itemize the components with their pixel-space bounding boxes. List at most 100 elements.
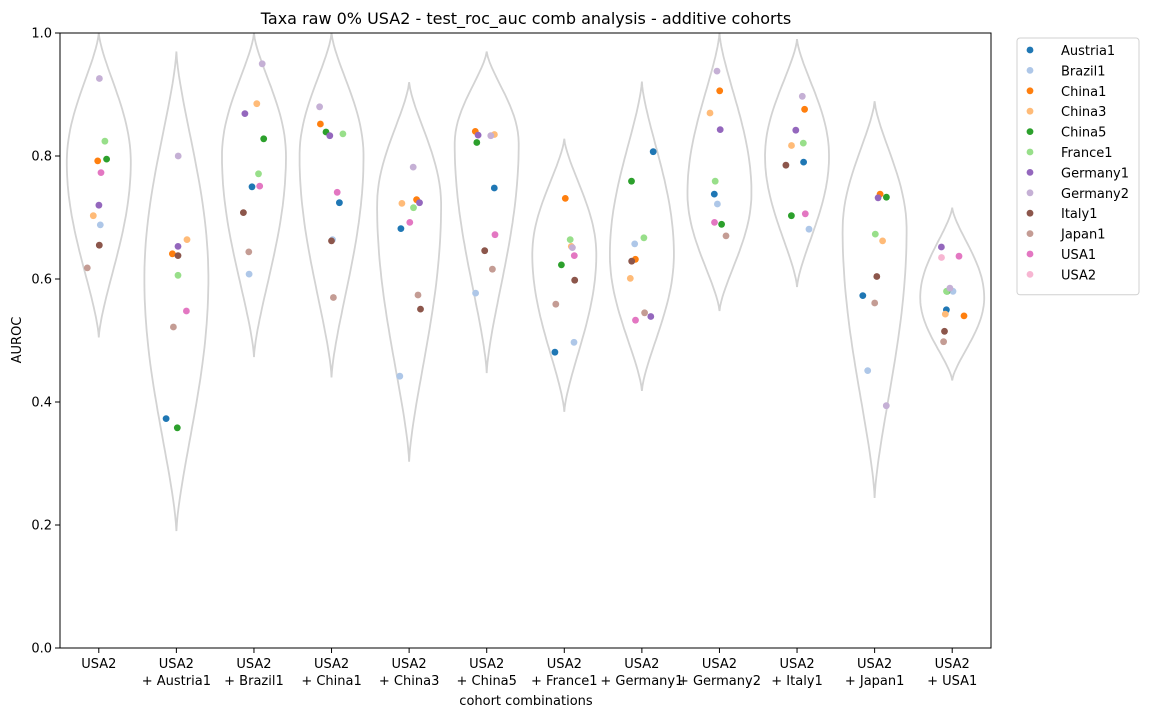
point-France1-4 <box>410 204 417 212</box>
x-tick-label: USA2 + USA1 <box>927 657 977 689</box>
point-Japan1-6 <box>552 300 560 308</box>
point-China3-2 <box>253 100 261 108</box>
x-axis: USA2 USA2 + Austria1 USA2 + Brazil1 USA2 + Chi… <box>81 648 977 689</box>
x-tick-label-line: USA2 <box>779 657 814 672</box>
point-Brazil1-9 <box>805 225 813 233</box>
point-Germany1-4 <box>416 199 423 207</box>
point-Italy1-7 <box>628 257 636 265</box>
point-Germany1-8 <box>716 126 724 133</box>
point-China5-7 <box>628 177 635 185</box>
x-tick-label: USA2 + China3 <box>379 657 439 689</box>
point-Japan1-5 <box>489 265 496 273</box>
point-Japan1-11 <box>940 338 947 346</box>
x-axis-label: cohort combinations <box>459 694 593 709</box>
legend-label-USA1: USA1 <box>1061 248 1096 263</box>
point-USA2-11 <box>938 254 945 261</box>
x-tick-label-line: USA2 <box>935 657 970 672</box>
point-USA1-8 <box>711 219 718 226</box>
point-Germany1-1 <box>174 243 182 250</box>
x-tick-label: USA2 + Japan1 <box>845 657 905 689</box>
x-tick-label-line: USA2 <box>624 657 659 672</box>
legend-label-Brazil1: Brazil1 <box>1061 64 1106 79</box>
point-Austria1-10 <box>859 292 867 299</box>
point-USA1-3 <box>333 188 341 196</box>
x-tick-label: USA2 + France1 <box>531 657 598 689</box>
point-Germany1-5 <box>474 131 482 139</box>
legend-marker-Austria1 <box>1026 46 1034 54</box>
point-USA1-0 <box>97 169 105 177</box>
point-Germany2-0 <box>96 75 103 82</box>
x-tick-label-line: USA2 <box>857 657 892 672</box>
violin-9 <box>764 38 830 288</box>
legend-marker-Italy1 <box>1026 209 1034 217</box>
x-tick-label-line: USA2 <box>159 657 194 672</box>
violin-6 <box>531 138 598 412</box>
legend-label-Austria1: Austria1 <box>1061 44 1115 59</box>
x-tick-label-line: + Austria1 <box>142 674 211 689</box>
point-China3-4 <box>398 200 406 207</box>
legend-label-Germany1: Germany1 <box>1061 166 1129 181</box>
point-Germany1-10 <box>874 194 882 202</box>
point-China1-6 <box>561 195 569 202</box>
point-Japan1-3 <box>330 294 337 301</box>
legend-label-China1: China1 <box>1061 85 1106 100</box>
y-tick-label: 0.6 <box>31 273 52 288</box>
point-China1-1 <box>169 250 176 258</box>
legend-marker-China3 <box>1026 107 1034 115</box>
point-China3-1 <box>183 236 191 244</box>
point-China3-0 <box>89 212 97 220</box>
y-tick-label: 0.8 <box>31 150 52 165</box>
y-tick-label: 0.0 <box>31 642 52 657</box>
point-China5-2 <box>260 135 268 143</box>
x-tick-label-line: USA2 <box>314 657 349 672</box>
x-tick-label: USA2 + Brazil1 <box>224 657 284 689</box>
point-Germany2-9 <box>798 92 806 100</box>
violin-4 <box>376 82 442 462</box>
point-USA1-7 <box>632 316 639 324</box>
point-France1-9 <box>799 139 807 147</box>
point-Germany2-6 <box>569 244 576 252</box>
x-tick-label: USA2 + Germany2 <box>678 657 761 689</box>
point-USA1-2 <box>256 182 264 190</box>
point-Germany2-10 <box>882 402 890 410</box>
legend-marker-Brazil1 <box>1026 67 1034 74</box>
point-Brazil1-8 <box>714 200 721 208</box>
x-tick-label-line: + China5 <box>456 674 516 689</box>
legend-marker-China1 <box>1026 87 1034 95</box>
legend-label-Italy1: Italy1 <box>1061 207 1097 222</box>
point-USA1-9 <box>801 210 809 218</box>
point-Italy1-11 <box>941 327 948 335</box>
x-tick-label: USA2 <box>81 657 116 672</box>
point-Germany1-2 <box>241 110 249 117</box>
point-Japan1-8 <box>722 232 730 240</box>
x-tick-label-line: USA2 <box>81 657 116 672</box>
strip-points <box>83 60 968 432</box>
x-tick-label-line: + Japan1 <box>845 674 905 689</box>
point-Germany2-2 <box>258 60 266 68</box>
point-Germany1-11 <box>938 243 945 251</box>
point-China1-9 <box>801 105 808 113</box>
point-Japan1-1 <box>170 323 177 331</box>
point-Austria1-1 <box>162 415 170 422</box>
point-USA1-6 <box>570 252 578 259</box>
point-Germany2-5 <box>487 132 495 140</box>
x-tick-label-line: + China3 <box>379 674 439 689</box>
point-France1-1 <box>174 271 182 279</box>
point-Brazil1-5 <box>472 289 479 297</box>
x-tick-label-line: + Germany1 <box>600 674 683 689</box>
point-China1-8 <box>716 87 724 95</box>
point-Italy1-2 <box>240 209 247 217</box>
point-Austria1-6 <box>551 348 559 356</box>
violin-10 <box>841 101 908 498</box>
point-Japan1-7 <box>641 309 648 317</box>
point-Italy1-9 <box>782 161 790 169</box>
point-Germany2-3 <box>316 103 323 111</box>
x-tick-label-line: USA2 <box>547 657 582 672</box>
point-Italy1-5 <box>481 247 489 255</box>
legend-label-USA2: USA2 <box>1061 268 1096 283</box>
point-Germany1-0 <box>95 201 103 209</box>
point-Austria1-5 <box>490 184 498 192</box>
legend-marker-France1 <box>1026 148 1034 156</box>
violin-5 <box>453 51 520 374</box>
